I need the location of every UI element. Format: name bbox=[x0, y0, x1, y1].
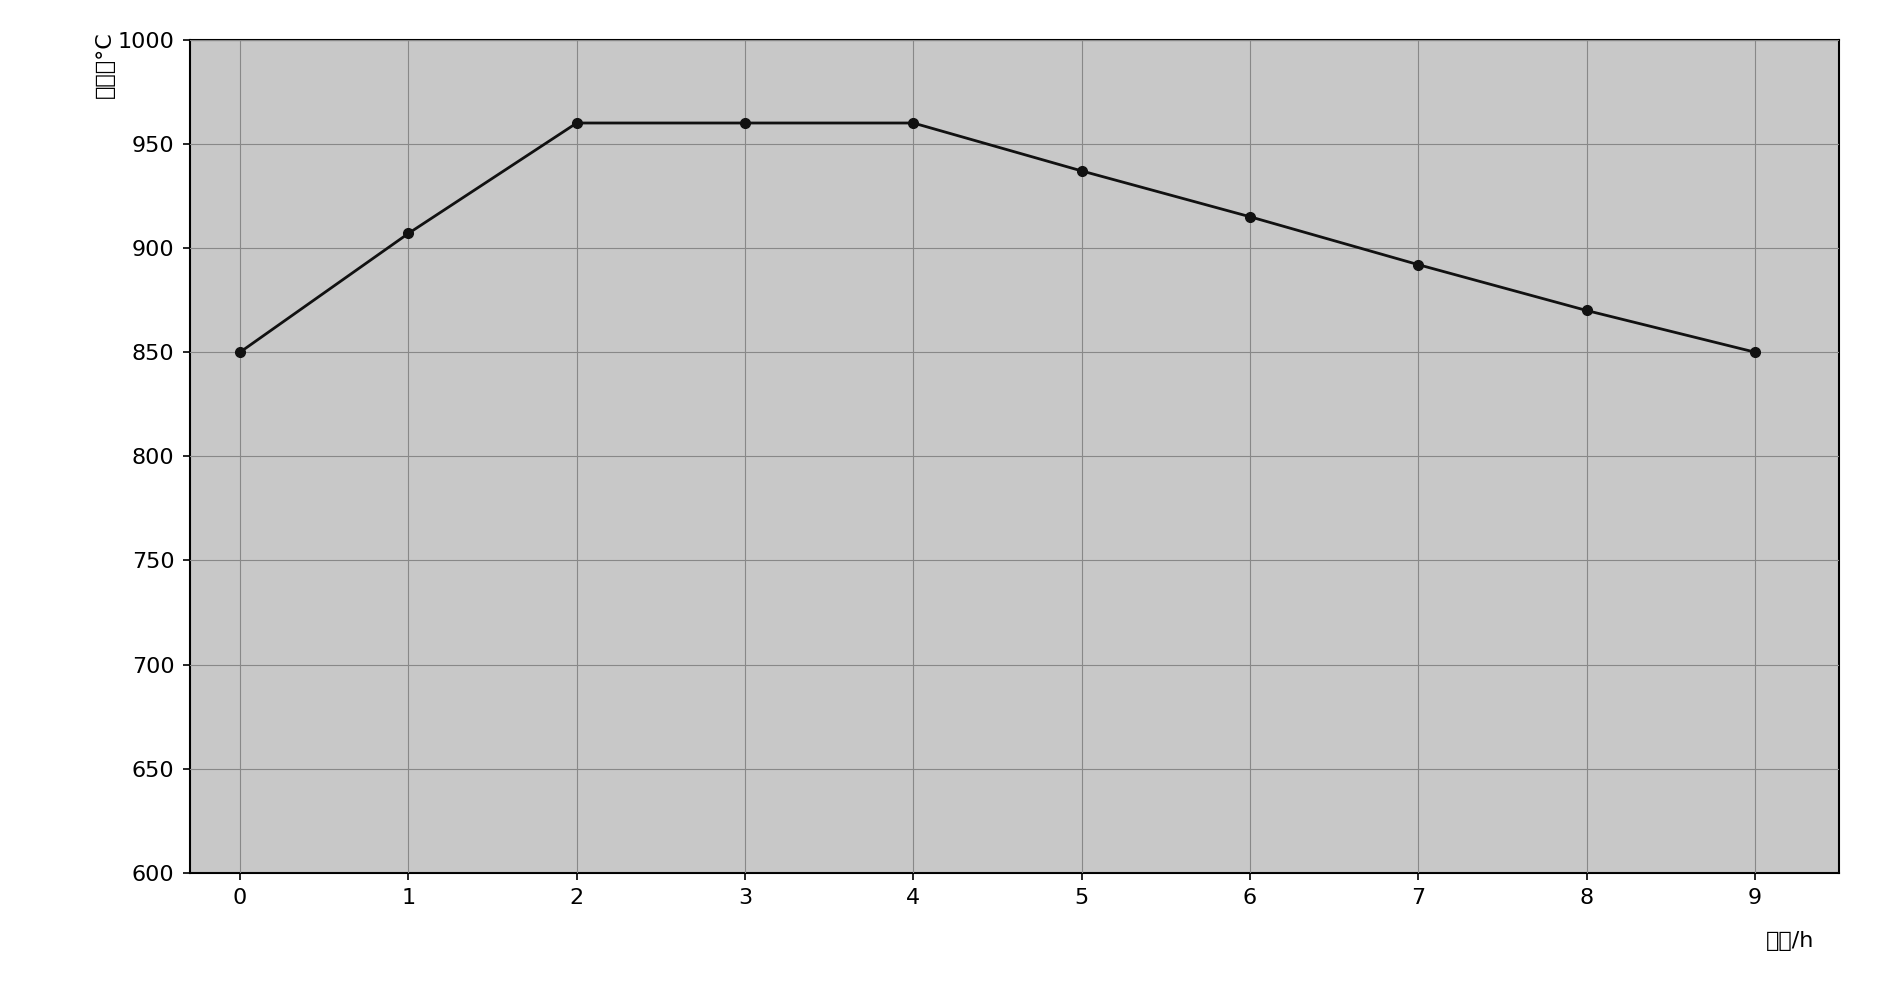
X-axis label: 时间/h: 时间/h bbox=[1765, 931, 1814, 951]
Y-axis label: 温度／°C: 温度／°C bbox=[95, 32, 116, 98]
